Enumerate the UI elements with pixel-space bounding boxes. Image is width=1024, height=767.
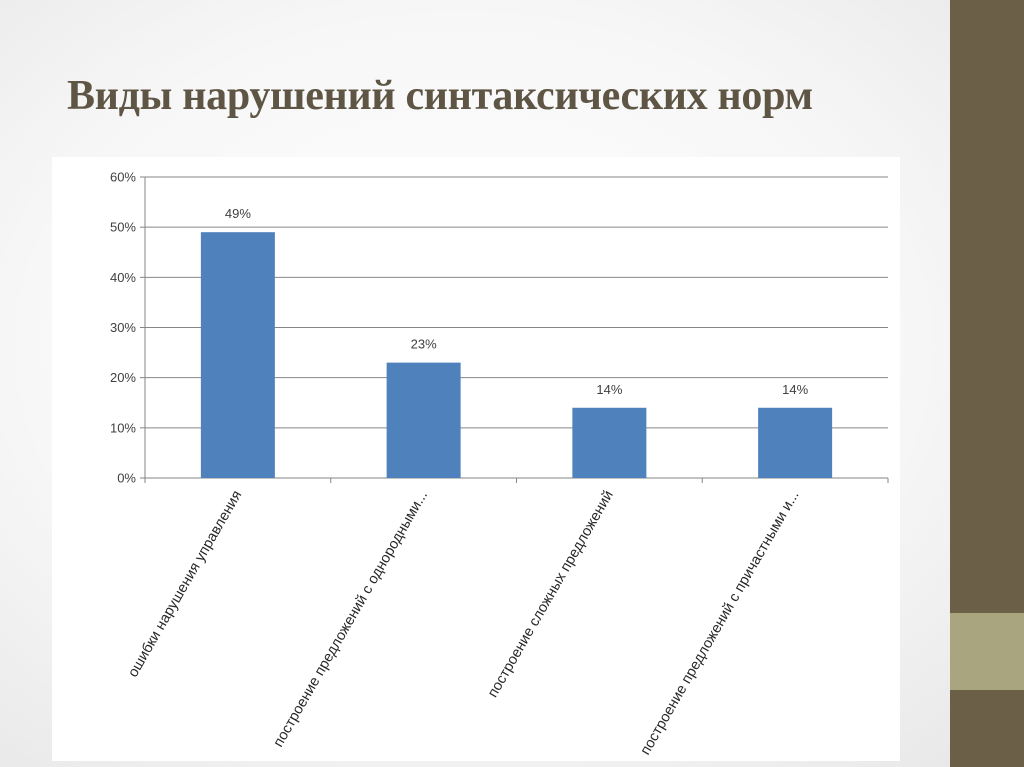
slide-title: Виды нарушений синтаксических норм (67, 73, 813, 119)
y-tick-label: 30% (110, 320, 136, 335)
category-label: построение предложений с однородными... (271, 488, 431, 750)
bar (572, 407, 647, 478)
data-label: 14% (596, 382, 622, 397)
category-label: построение предложений с причастными и..… (638, 488, 803, 758)
bar (200, 232, 275, 478)
y-tick-label: 50% (110, 220, 136, 235)
category-label: построение сложных предложений (485, 488, 617, 700)
y-tick-label: 20% (110, 370, 136, 385)
y-tick-label: 60% (110, 170, 136, 185)
side-decor-accent (950, 613, 1024, 690)
data-label: 23% (411, 337, 437, 352)
bar (758, 407, 833, 478)
side-decor-bar (950, 0, 1024, 767)
y-tick-label: 40% (110, 270, 136, 285)
category-label: ошибки нарушения управления (125, 488, 245, 680)
bar (386, 362, 461, 478)
data-label: 49% (225, 206, 251, 221)
y-tick-label: 10% (110, 420, 136, 435)
y-tick-label: 0% (117, 471, 136, 486)
data-label: 14% (782, 382, 808, 397)
